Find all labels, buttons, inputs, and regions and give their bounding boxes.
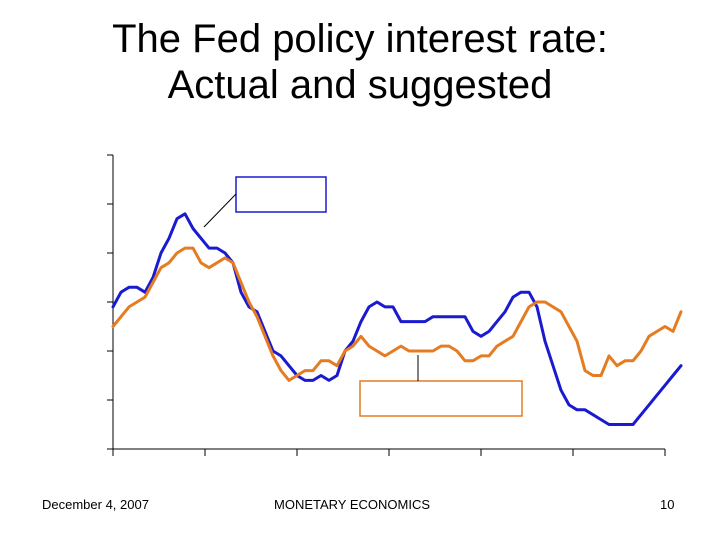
chart-callouts (203, 176, 523, 417)
actual-callout-box (235, 176, 327, 213)
footer-title: MONETARY ECONOMICS (274, 497, 431, 512)
slide-title-line2: Actual and suggested (167, 63, 553, 107)
actual-callout-pointer (203, 193, 237, 228)
chart-axes (107, 154, 666, 456)
footer-date: December 4, 2007 (42, 497, 149, 512)
suggested-callout-box (359, 380, 523, 417)
page-number: 10 (660, 497, 675, 512)
slide-title-line1: The Fed policy interest rate: (112, 17, 608, 61)
actual-series-line (111, 212, 683, 426)
chart-series (111, 212, 683, 426)
slide-title: The Fed policy interest rate: Actual and… (0, 16, 720, 108)
suggested-series-line (111, 246, 683, 382)
